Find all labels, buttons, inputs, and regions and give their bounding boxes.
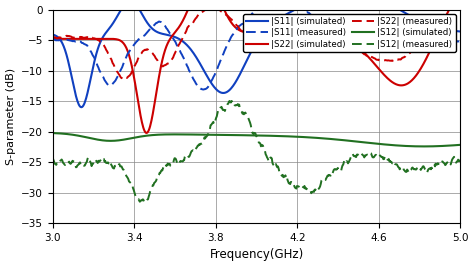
- Y-axis label: S-parameter (dB): S-parameter (dB): [6, 68, 16, 165]
- Legend: |S11| (simulated), |S11| (measured), |S22| (simulated), |S22| (measured), |S12| : |S11| (simulated), |S11| (measured), |S2…: [243, 14, 456, 52]
- X-axis label: Frequency(GHz): Frequency(GHz): [210, 249, 304, 261]
